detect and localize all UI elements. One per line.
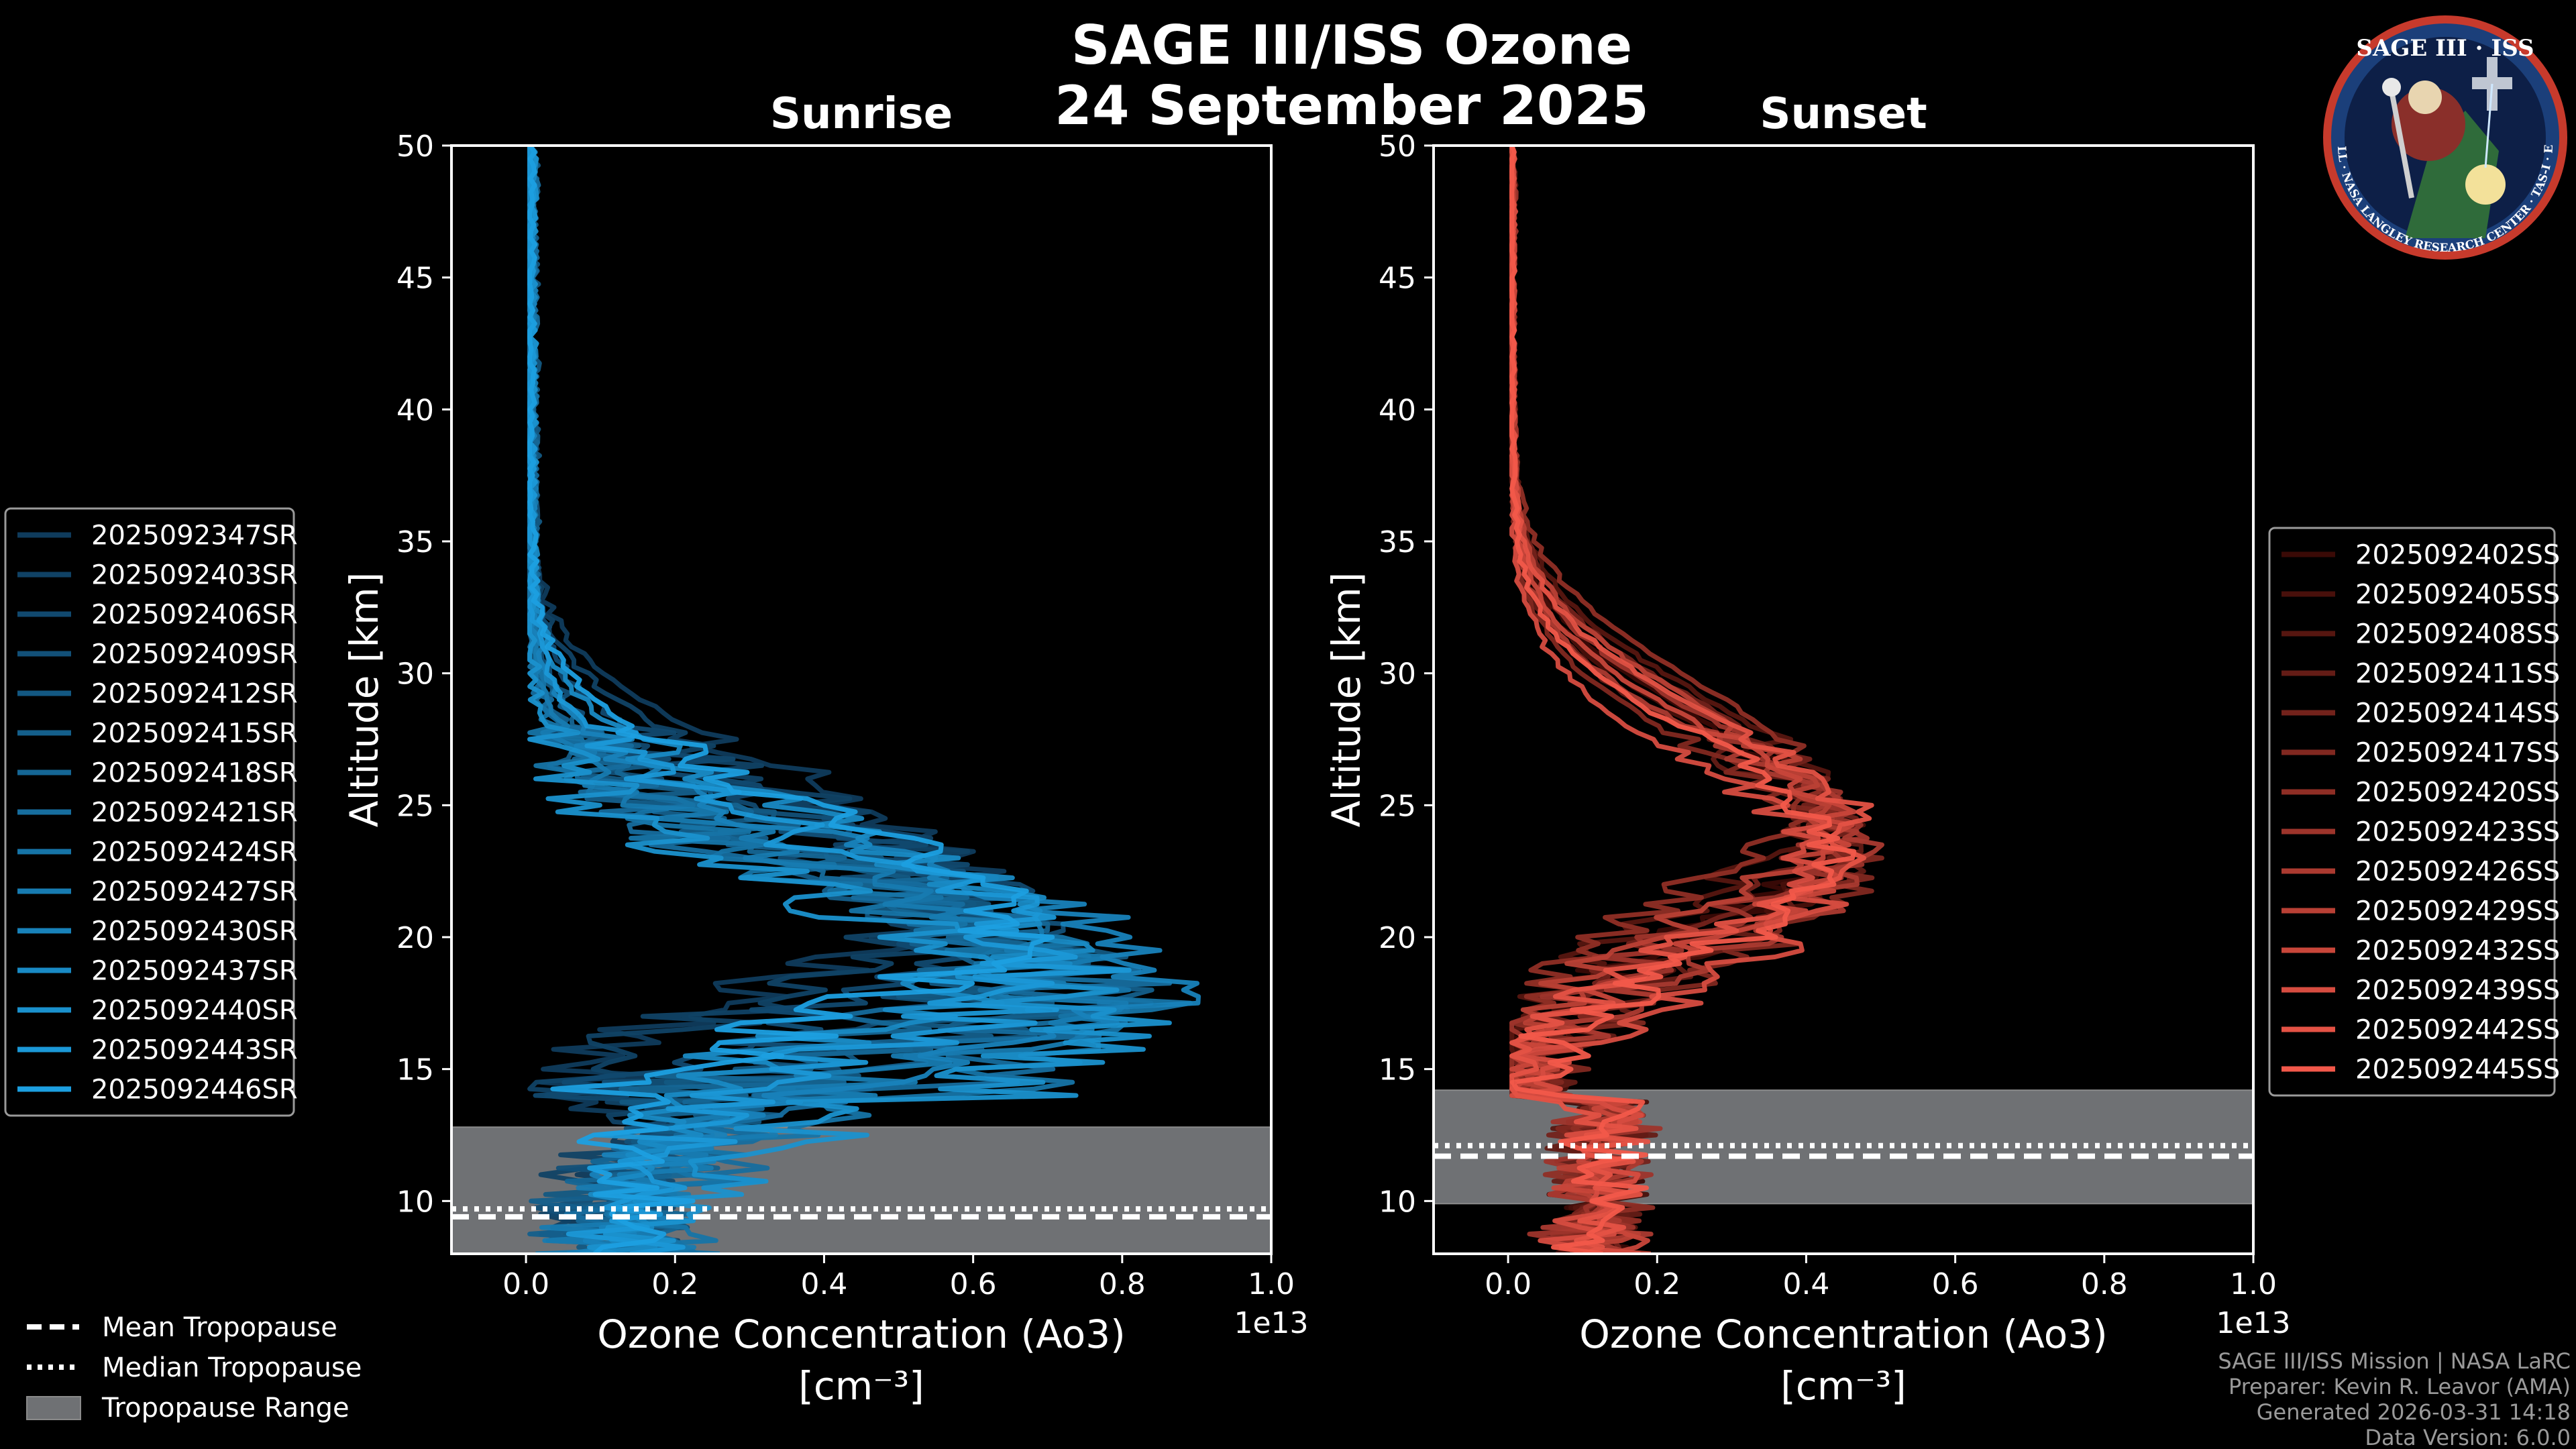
sunrise-profile-2025092443SR [527,146,1132,1254]
legend-tropopause-range-swatch [26,1396,81,1420]
sunset-profile-2025092445SS [1509,146,1857,1254]
figure-title-line1: SAGE III/ISS Ozone [1071,14,1632,76]
sunset-ytick-label: 10 [1379,1185,1416,1219]
sunrise-xtick-label: 0.2 [651,1267,698,1301]
legend-sunset: 2025092402SS 2025092405SS 2025092408SS 2025… [2268,527,2560,1097]
sunset-ytick-label: 45 [1379,262,1416,296]
sunset-xaxis-offset: 1e13 [2216,1306,2290,1340]
sunrise-xtick-label: 0.0 [502,1267,549,1301]
sunrise-ytick-label: 30 [396,657,434,692]
sunset-legend-entry: 2025092411SS [2355,659,2560,690]
sunrise-legend-entry: 2025092443SR [91,1035,298,1066]
sunrise-xaxis-label: Ozone Concentration (Ao3) [597,1311,1126,1357]
sunset-legend-entry: 2025092402SS [2355,540,2560,571]
footer-credits: SAGE III/ISS Mission | NASA LaRC Prepare… [2218,1348,2571,1449]
sunset-chart-title: Sunset [1760,89,1927,139]
sunrise-ytick-label: 40 [396,393,434,427]
sunset-xtick-label: 0.8 [2081,1267,2128,1301]
sunset-xaxis-unit: [cm⁻³] [1780,1363,1907,1409]
sunset-xtick-label: 1.0 [2230,1267,2277,1301]
sunset-legend-entry: 2025092417SS [2355,738,2560,769]
footer-preparer: Preparer: Kevin R. Leavor (AMA) [2229,1374,2571,1399]
sunset-legend-entry: 2025092423SS [2355,817,2560,848]
sunset-xtick-label: 0.6 [1932,1267,1979,1301]
sunset-ytick-label: 20 [1379,921,1416,955]
sunset-yaxis-label: Altitude [km] [1324,572,1369,827]
sunrise-xtick-label: 0.4 [800,1267,847,1301]
sunrise-legend-entry: 2025092427SR [91,877,298,908]
sunrise-ytick-label: 15 [396,1053,434,1087]
sunrise-legend-entry: 2025092409SR [91,639,298,670]
legend-mean-tropopause-label: Mean Tropopause [102,1312,337,1343]
sunset-xtick-label: 0.2 [1633,1267,1680,1301]
sunset-ytick-label: 30 [1379,657,1416,692]
sunrise-yaxis-label: Altitude [km] [341,572,387,827]
sunrise-ytick-label: 45 [396,262,434,296]
sunrise-xtick-label: 0.6 [950,1267,997,1301]
sunset-legend-entry: 2025092405SS [2355,580,2560,610]
sunset-ytick-label: 40 [1379,393,1416,427]
footer-data-version: Data Version: 6.0.0 [2365,1425,2571,1449]
sunset-legend-entry: 2025092445SS [2355,1055,2560,1085]
footer-mission: SAGE III/ISS Mission | NASA LaRC [2218,1348,2571,1374]
sunrise-legend-frame [4,507,295,1117]
sunset-legend-entry: 2025092429SS [2355,896,2560,927]
sunrise-xaxis-offset: 1e13 [1234,1306,1308,1340]
legend-sunrise: 2025092347SR 2025092403SR 2025092406SR 2025… [4,507,298,1117]
patch-title: SAGE III · ISS [2356,35,2534,62]
figure-title-line2: 24 September 2025 [1055,74,1649,137]
sunset-legend-frame [2268,527,2556,1097]
sunrise-legend-entry: 2025092347SR [91,521,298,551]
sunrise-legend-entry: 2025092446SR [91,1075,298,1106]
sunset-legend-entry: 2025092442SS [2355,1015,2560,1046]
sunset-legend-entry: 2025092432SS [2355,936,2560,967]
sunrise-ytick-label: 20 [396,921,434,955]
sunrise-xtick-label: 0.8 [1099,1267,1146,1301]
sunrise-ytick-label: 50 [396,129,434,164]
sunrise-legend-entry: 2025092415SR [91,718,298,749]
sunset-chart: 0.0 0.2 0.4 0.6 0.8 1.0 10 15 20 25 30 35 40 45 50 Suns… [1324,89,2291,1409]
sunrise-chart-title: Sunrise [770,89,953,139]
sunset-axes-frame [1432,144,2255,1255]
sunset-legend-entry: 2025092408SS [2355,619,2560,650]
sunrise-ytick-label: 10 [396,1185,434,1219]
sunset-xtick-label: 0.4 [1782,1267,1829,1301]
sunrise-legend-entry: 2025092430SR [91,916,298,947]
sunset-xtick-label: 0.0 [1485,1267,1532,1301]
sunrise-legend-entry: 2025092421SR [91,798,298,828]
sunrise-xtick-label: 1.0 [1248,1267,1295,1301]
sunrise-chart: 0.0 0.2 0.4 0.6 0.8 1.0 10 15 20 25 30 35 40 45 50 Sunr… [341,89,1309,1409]
sunrise-legend-entry: 2025092403SR [91,560,298,591]
sunrise-axes-frame [450,144,1273,1255]
sunset-ytick-label: 35 [1379,525,1416,559]
legend-tropopause: Mean Tropopause Median Tropopause Tropop… [26,1312,362,1424]
sunrise-legend-entry: 2025092437SR [91,956,298,987]
sunset-ytick-label: 15 [1379,1053,1416,1087]
sunrise-legend-entry: 2025092424SR [91,837,298,868]
sunset-legend-entry: 2025092426SS [2355,857,2560,888]
sunset-legend-entry: 2025092420SS [2355,777,2560,808]
sunrise-xaxis-unit: [cm⁻³] [798,1363,924,1409]
legend-median-tropopause-label: Median Tropopause [102,1352,362,1383]
sunset-legend-entry: 2025092414SS [2355,698,2560,729]
legend-tropopause-range-label: Tropopause Range [101,1393,350,1424]
sunrise-legend-entry: 2025092406SR [91,600,298,631]
sunrise-legend-entry: 2025092440SR [91,996,298,1026]
sunset-ytick-label: 50 [1379,129,1416,164]
sunrise-legend-entry: 2025092418SR [91,758,298,789]
sunrise-ytick-label: 35 [396,525,434,559]
sunrise-ytick-label: 25 [396,789,434,823]
sunrise-legend-entry: 2025092412SR [91,679,298,710]
sunset-xaxis-label: Ozone Concentration (Ao3) [1579,1311,2108,1357]
sunset-ytick-label: 25 [1379,789,1416,823]
footer-generated: Generated 2026-03-31 14:18 [2257,1399,2571,1425]
sunrise-profile-2025092446SR [527,146,1055,1254]
sunset-legend-entry: 2025092439SS [2355,975,2560,1006]
mission-patch-logo: SAGE III · ISS BALL · NASA LANGLEY RESEA… [2323,15,2567,260]
